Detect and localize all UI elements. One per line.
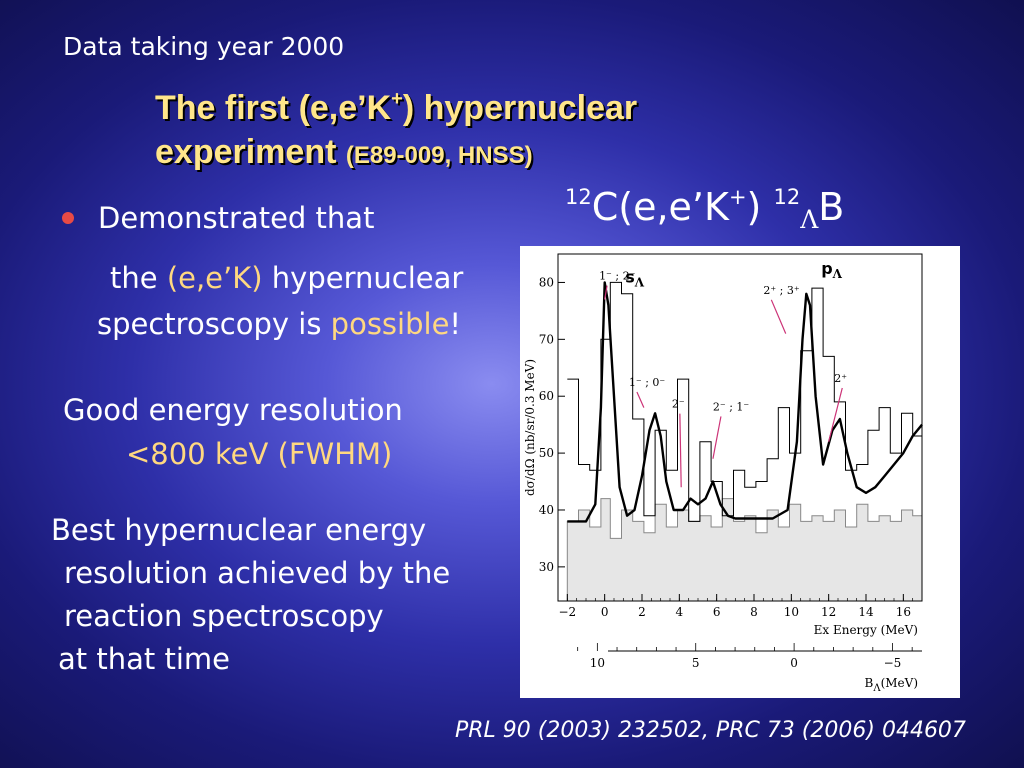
y-tick-label: 30 bbox=[539, 560, 554, 574]
y-tick-label: 50 bbox=[539, 446, 554, 460]
resolution-value: <800 keV (FWHM) bbox=[126, 437, 393, 471]
reaction-formula: 12C(e,e’K+) 12ΛB bbox=[565, 185, 844, 234]
x-tick-label: 0 bbox=[601, 605, 609, 619]
fit-curve bbox=[567, 281, 923, 523]
y-tick-label: 80 bbox=[539, 275, 554, 289]
bullet-text: Demonstrated that bbox=[98, 201, 375, 235]
text-eek-highlight: (e,e’K) bbox=[166, 261, 263, 295]
peak-label: pΛ bbox=[821, 259, 842, 281]
x-tick-label: 6 bbox=[713, 605, 721, 619]
state-arrow bbox=[770, 299, 787, 334]
title-line-1: The first (e,e’K+) hypernuclear bbox=[155, 86, 637, 130]
state-label: 2⁺ ; 3⁺ bbox=[763, 284, 800, 297]
x-tick-label: 12 bbox=[821, 605, 836, 619]
text-spectroscopy: spectroscopy is bbox=[97, 307, 331, 341]
reaction-mass-1: 12 bbox=[565, 185, 592, 209]
secondary-axis-label-sub: Λ bbox=[872, 683, 881, 694]
best-line-2: resolution achieved by the bbox=[64, 556, 451, 590]
state-arrow bbox=[636, 391, 645, 408]
peak-label: sΛ bbox=[625, 267, 645, 289]
state-label: 1⁻ ; 0⁻ bbox=[629, 376, 666, 389]
state-label: 2⁻ ; 1⁻ bbox=[713, 400, 750, 413]
spectrum-plot: 30 40 50 60 70 80 −2 0 2 4 6 8 10 12 14 16 1⁻ ; 2⁻ 1⁻ ; 0… bbox=[520, 246, 960, 698]
secondary-tick-label: 10 bbox=[590, 656, 605, 670]
reaction-close: ) bbox=[746, 185, 774, 229]
best-line-4: at that time bbox=[58, 642, 230, 676]
title-part-a: The first (e,e’K bbox=[155, 89, 392, 127]
title-experiment-id: (E89-009, HNSS) bbox=[345, 142, 533, 169]
x-tick-label: 8 bbox=[750, 605, 758, 619]
reaction-product: B bbox=[818, 185, 845, 229]
x-tick-label: 14 bbox=[858, 605, 874, 619]
state-label: 2⁺ bbox=[834, 372, 847, 385]
reaction-lambda: Λ bbox=[800, 205, 819, 234]
state-arrow bbox=[712, 416, 722, 459]
title-part-c: experiment bbox=[155, 133, 346, 171]
secondary-axis-label: BΛ(MeV) bbox=[865, 676, 918, 694]
secondary-tick-label: 0 bbox=[790, 656, 798, 670]
x-tick-label: 2 bbox=[638, 605, 646, 619]
x-tick-label: −2 bbox=[558, 605, 576, 619]
line-spectroscopy: spectroscopy is possible! bbox=[97, 302, 461, 346]
y-tick-label: 70 bbox=[539, 332, 554, 346]
peak-label-sub: Λ bbox=[832, 267, 843, 281]
x-axis-label: Ex Energy (MeV) bbox=[814, 623, 918, 637]
x-tick-label: 4 bbox=[676, 605, 684, 619]
citation: PRL 90 (2003) 232502, PRC 73 (2006) 0446… bbox=[455, 718, 966, 743]
slide-header: Data taking year 2000 bbox=[63, 32, 345, 61]
reaction-mass-2: 12 bbox=[773, 185, 801, 209]
state-arrow bbox=[828, 387, 843, 442]
best-line-1: Best hypernuclear energy bbox=[51, 513, 427, 547]
peak-label-letter: s bbox=[625, 267, 635, 286]
good-resolution-text: Good energy resolution bbox=[63, 393, 403, 427]
x-tick-label: 16 bbox=[896, 605, 911, 619]
state-arrow bbox=[679, 413, 682, 488]
text-exclamation: ! bbox=[449, 307, 462, 341]
state-label: 1⁻ ; 2⁻ bbox=[599, 270, 636, 283]
title-line-2: experiment (E89-009, HNSS) bbox=[155, 130, 637, 178]
y-axis-label: dσ/dΩ (nb/sr/0.3 MeV) bbox=[523, 359, 537, 496]
secondary-tick-label: −5 bbox=[884, 656, 902, 670]
data-histogram bbox=[567, 281, 922, 522]
line-eek: the (e,e’K) hypernuclear bbox=[110, 256, 463, 300]
bullet-dot-icon bbox=[62, 212, 74, 224]
best-line-3: reaction spectroscopy bbox=[64, 599, 384, 633]
plot-frame bbox=[557, 253, 923, 602]
reaction-plus: + bbox=[728, 185, 747, 209]
y-tick-label: 60 bbox=[539, 389, 554, 403]
text-the: the bbox=[110, 261, 167, 295]
slide-title: The first (e,e’K+) hypernuclear experime… bbox=[155, 86, 637, 178]
secondary-axis-label-b: B bbox=[865, 676, 874, 690]
text-possible-highlight: possible bbox=[330, 307, 450, 341]
y-tick-label: 40 bbox=[539, 503, 554, 517]
text-hypernuclear: hypernuclear bbox=[262, 261, 464, 295]
title-sup: + bbox=[391, 88, 403, 110]
reaction-base: C(e,e’K bbox=[591, 185, 729, 229]
state-arrow bbox=[604, 285, 608, 300]
secondary-axis-label-post: (MeV) bbox=[881, 676, 918, 690]
state-label: 2⁻ bbox=[672, 398, 685, 411]
background-histogram bbox=[566, 498, 923, 602]
peak-label-letter: p bbox=[821, 259, 832, 278]
title-part-b: ) hypernuclear bbox=[402, 89, 638, 127]
peak-label-sub: Λ bbox=[634, 275, 645, 289]
x-tick-label: 10 bbox=[784, 605, 799, 619]
secondary-tick-label: 5 bbox=[692, 656, 700, 670]
